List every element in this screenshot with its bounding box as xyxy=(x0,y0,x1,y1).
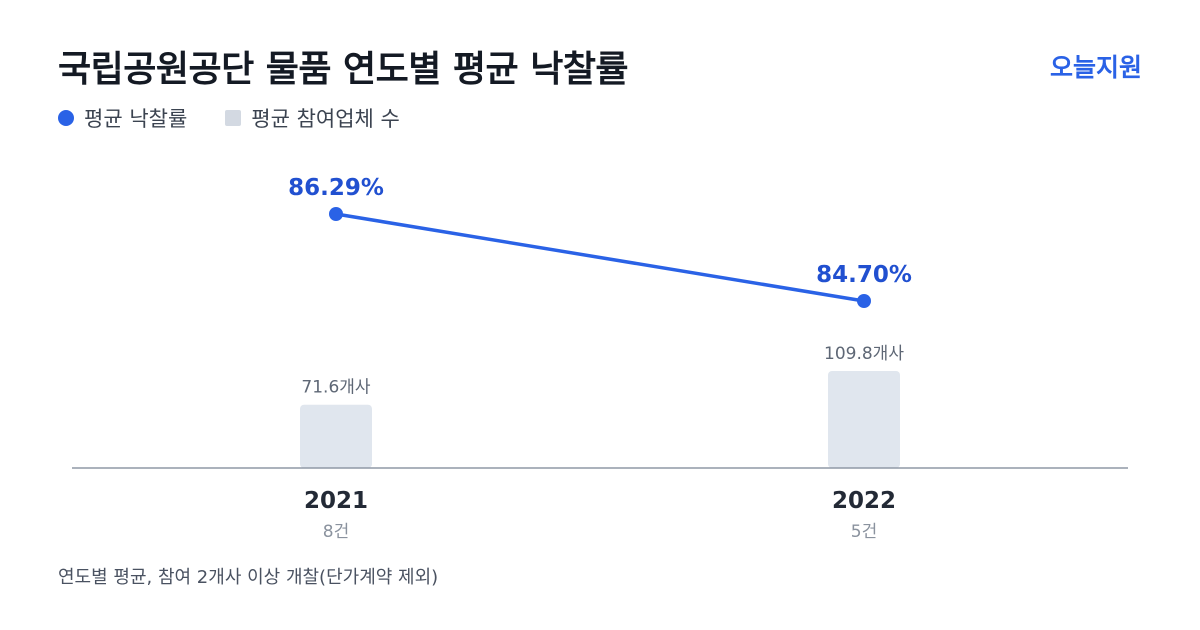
bar-2021 xyxy=(300,404,372,468)
x-sublabel-2022: 5건 xyxy=(851,522,877,542)
legend-swatch-rate xyxy=(58,110,74,126)
legend-label-rate: 평균 낙찰률 xyxy=(84,107,188,131)
brand-logo: 오늘지원 xyxy=(1049,53,1142,82)
line-point-2021 xyxy=(329,207,343,221)
x-tick-label-2021: 2021 xyxy=(304,488,368,514)
line-point-2022 xyxy=(857,294,871,308)
x-tick-label-2022: 2022 xyxy=(832,488,896,514)
chart-title: 국립공원공단 물품 연도별 평균 낙찰률 xyxy=(58,49,629,90)
legend-swatch-bidders xyxy=(225,110,242,126)
legend: 평균 낙찰률 평균 참여업체 수 xyxy=(58,103,438,133)
legend-label-bidders: 평균 참여업체 수 xyxy=(251,107,400,131)
legend-item-bidders: 평균 참여업체 수 xyxy=(225,103,400,133)
line-label-2021: 86.29% xyxy=(288,175,384,201)
legend-item-rate: 평균 낙찰률 xyxy=(58,103,187,133)
footnote: 연도별 평균, 참여 2개사 이상 개찰(단가계약 제외) xyxy=(58,567,439,588)
bar-label-2022: 109.8개사 xyxy=(824,344,904,364)
bar-label-2021: 71.6개사 xyxy=(301,378,370,398)
x-sublabel-2021: 8건 xyxy=(323,522,349,542)
bar-2022 xyxy=(828,371,900,468)
line-series-rate xyxy=(334,212,866,303)
line-label-2022: 84.70% xyxy=(816,262,912,288)
